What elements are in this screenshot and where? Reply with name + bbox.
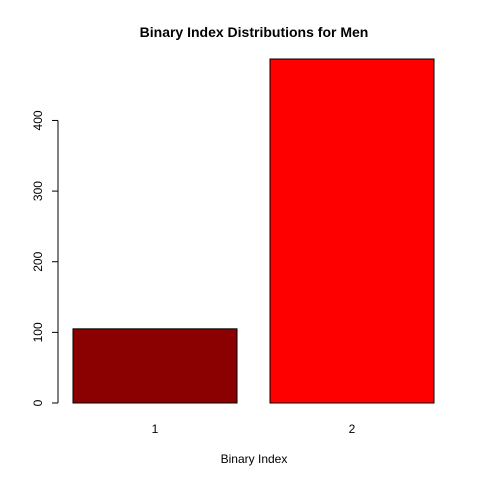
chart-title: Binary Index Distributions for Men xyxy=(140,24,369,40)
x-axis-label: Binary Index xyxy=(221,452,288,466)
y-tick-label: 400 xyxy=(31,110,45,130)
bars-group xyxy=(72,58,435,404)
bar-2 xyxy=(269,58,435,404)
y-tick-label: 200 xyxy=(31,251,45,271)
y-tick-label: 0 xyxy=(31,399,45,406)
bar-1 xyxy=(72,328,238,404)
y-tick-label: 300 xyxy=(31,181,45,201)
x-tick-label: 1 xyxy=(152,422,159,436)
y-tick-label: 100 xyxy=(31,322,45,342)
y-axis: 0 100 200 300 400 xyxy=(31,110,59,406)
x-tick-label: 2 xyxy=(349,422,356,436)
